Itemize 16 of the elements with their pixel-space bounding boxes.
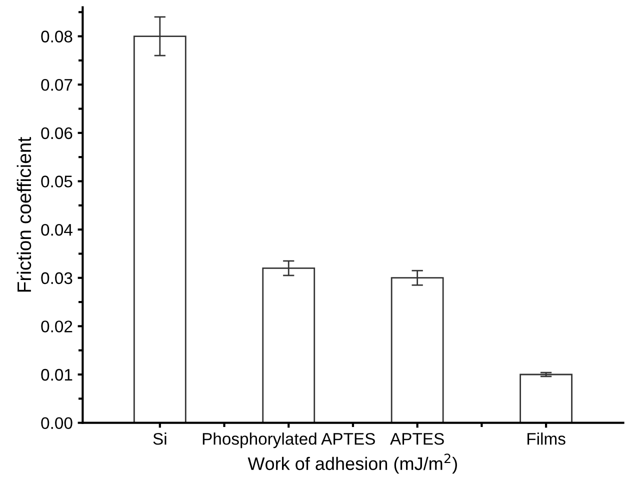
x-tick-label: Si [153,432,166,445]
y-tick-label: 0.01 [41,368,72,381]
x-tick-label: Phosphorylated APTES [202,432,375,448]
y-tick-label: 0.06 [41,127,72,140]
y-tick-label: 0.07 [41,79,72,91]
x-tick-label: APTES [390,432,444,445]
y-tick-label: 0.04 [41,224,72,236]
bar [520,374,572,423]
y-tick-label: 0.08 [41,30,72,42]
y-axis-title: Friction coefficient [16,137,32,292]
y-tick-label: 0.00 [41,417,72,430]
x-axis-title: Work of adhesion (mJ/m$^{2}$) [248,454,457,474]
x-tick-label: Films [528,432,566,445]
y-tick-label: 0.05 [41,176,72,188]
y-tick-label: 0.03 [41,272,72,284]
y-tick-label: 0.02 [41,320,72,332]
